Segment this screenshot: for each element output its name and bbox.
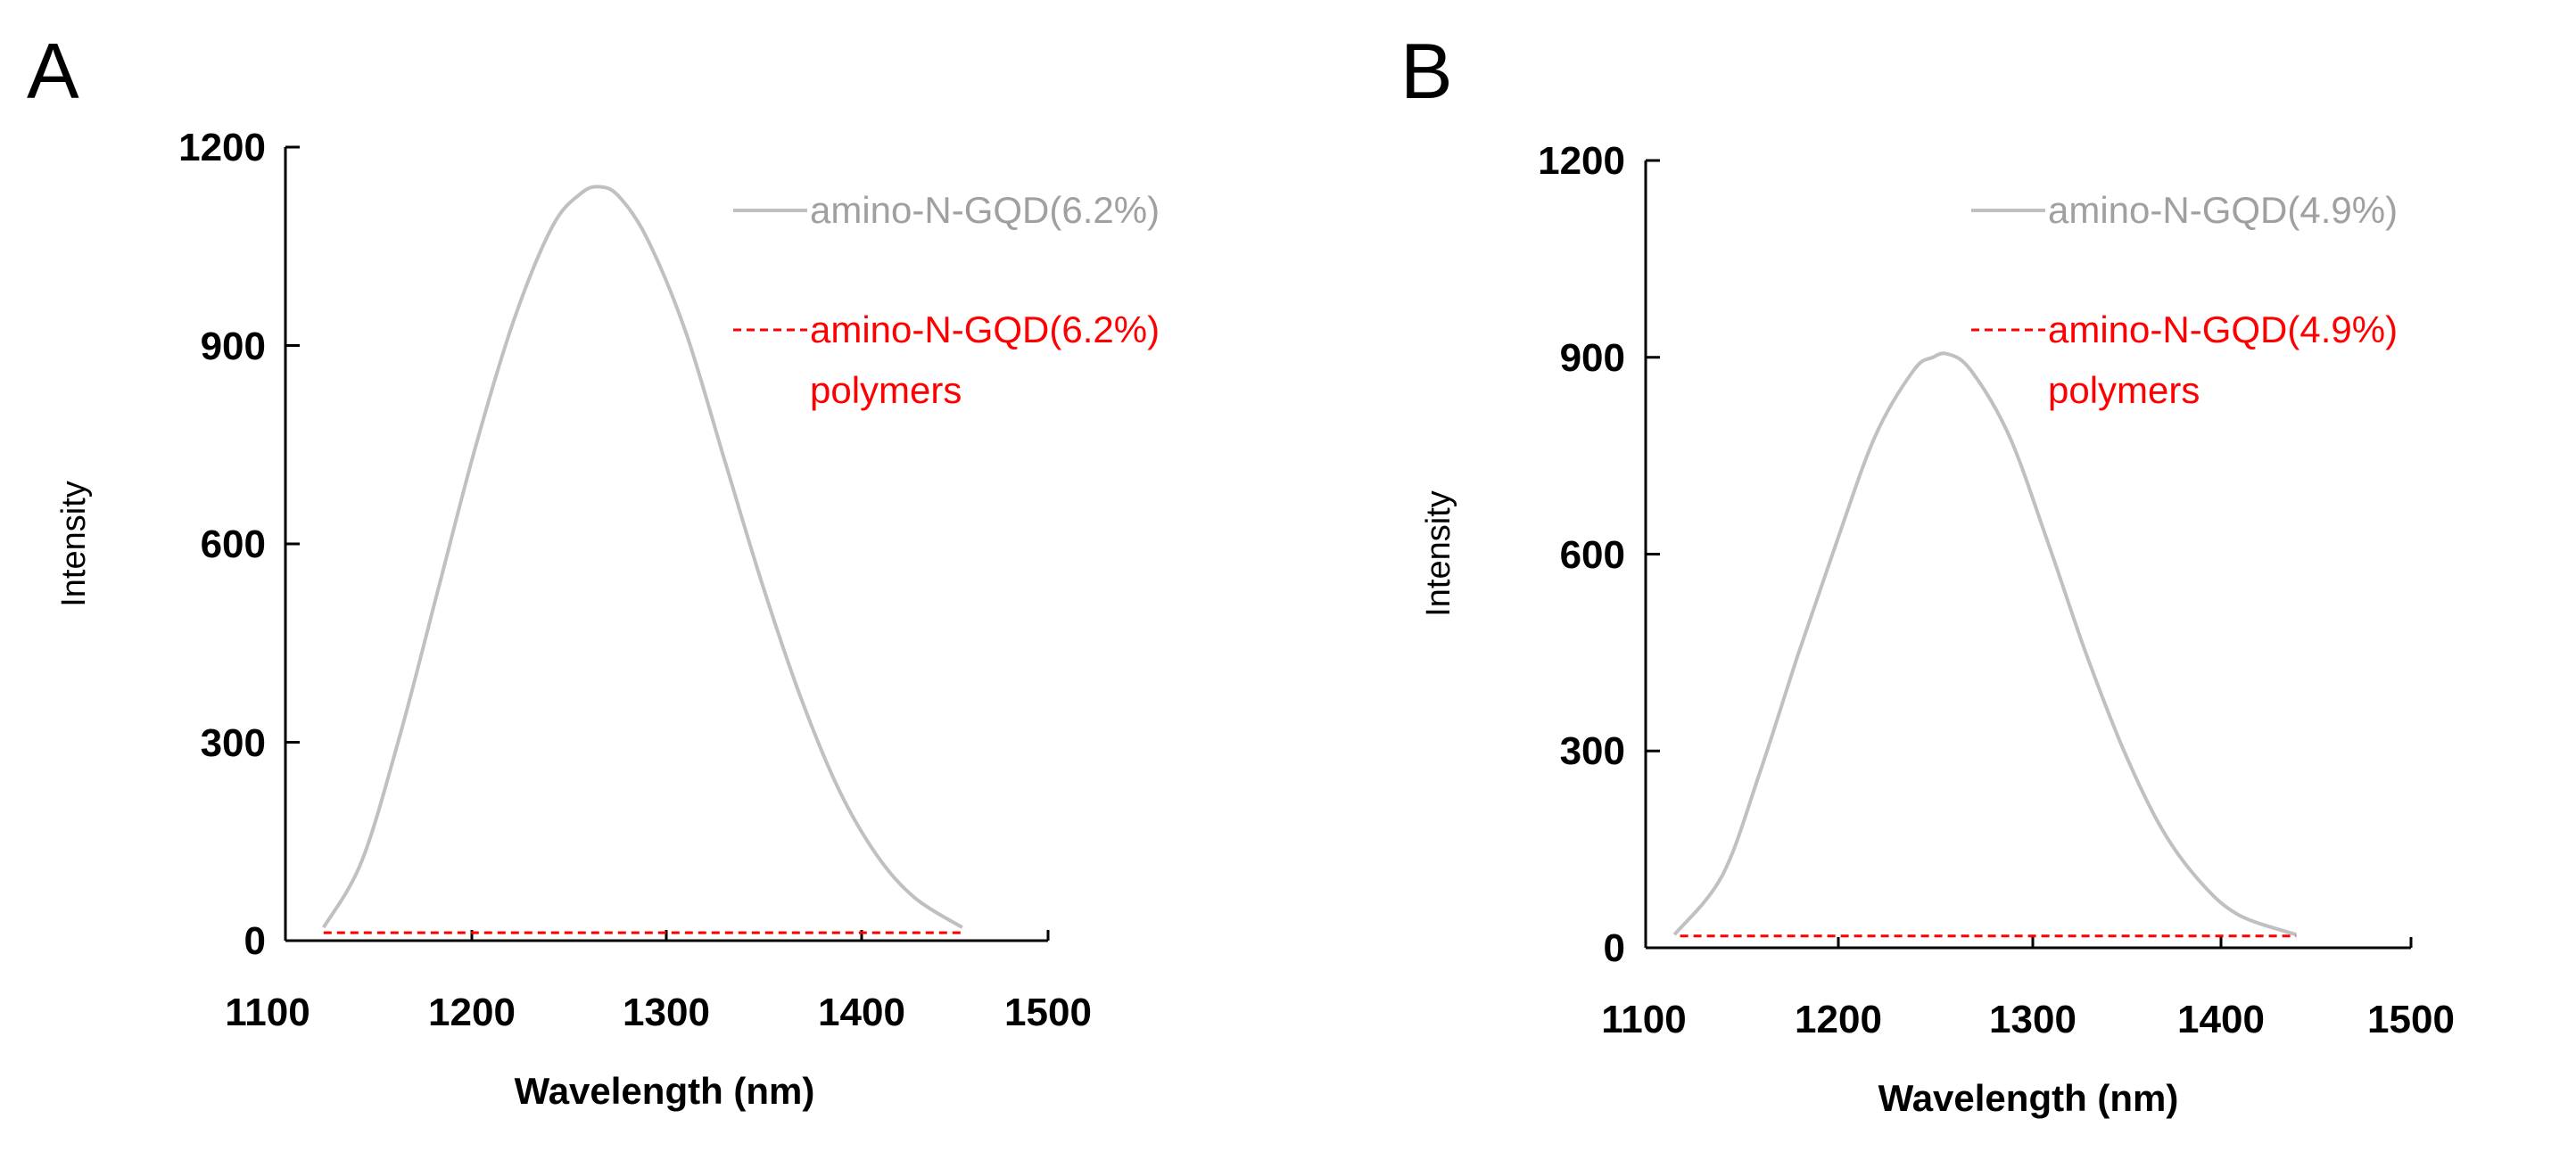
panel-b: B 0 300 600 900 1200 1100 1200 13 [1400, 27, 2455, 1119]
x-tick-label-a-1500: 1500 [1004, 991, 1092, 1034]
legend-label-a-polymers-line2: polymers [810, 369, 962, 411]
y-tick-label-b-1200: 1200 [1538, 139, 1625, 183]
y-ticks-a [285, 145, 300, 744]
x-tick-label-b-1300: 1300 [1989, 998, 2076, 1041]
x-tick-label-b-1400: 1400 [2177, 998, 2265, 1041]
y-tick-label-a-300: 300 [201, 721, 266, 765]
x-tick-label-b-1500: 1500 [2367, 998, 2455, 1041]
series-line-b-monomer [1672, 351, 2297, 937]
y-axis-title-b: Intensity [1420, 490, 1457, 617]
legend-label-b-polymers-line2: polymers [2048, 369, 2200, 411]
x-tick-label-a-1400: 1400 [818, 991, 905, 1034]
x-tick-labels-b: 1100 1200 1300 1400 1500 [1601, 998, 2455, 1041]
x-tick-label-a-1300: 1300 [623, 991, 710, 1034]
x-axis-title-b: Wavelength (nm) [1878, 1077, 2179, 1119]
series-line-a-monomer [322, 185, 963, 929]
legend-a: amino-N-GQD(6.2%) amino-N-GQD(6.2%) poly… [733, 189, 1160, 411]
legend-b: amino-N-GQD(4.9%) amino-N-GQD(4.9%) poly… [1971, 189, 2398, 411]
x-tick-label-a-1200: 1200 [428, 991, 516, 1034]
x-tick-labels-a: 1100 1200 1300 1400 1500 [225, 991, 1092, 1034]
y-tick-label-a-900: 900 [201, 325, 266, 368]
x-tick-label-b-1200: 1200 [1795, 998, 1882, 1041]
y-tick-labels-a: 0 300 600 900 1200 [178, 126, 266, 963]
x-axis-title-a: Wavelength (nm) [515, 1070, 815, 1112]
x-tick-label-b-1100: 1100 [1601, 998, 1686, 1041]
legend-label-a-monomer: amino-N-GQD(6.2%) [810, 189, 1160, 231]
y-tick-label-a-1200: 1200 [178, 126, 266, 169]
legend-label-b-polymers-line1: amino-N-GQD(4.9%) [2048, 308, 2398, 350]
y-tick-label-a-0: 0 [244, 919, 266, 963]
y-tick-label-a-600: 600 [201, 522, 266, 566]
panel-letter-b: B [1400, 27, 1453, 115]
panel-letter-a: A [27, 27, 79, 115]
y-axis-title-a: Intensity [55, 481, 93, 607]
y-tick-label-b-300: 300 [1560, 729, 1625, 773]
y-tick-label-b-600: 600 [1560, 533, 1625, 577]
x-tick-label-a-1100: 1100 [225, 991, 310, 1034]
panel-a: A 0 300 600 900 1200 1100 1200 13 [27, 27, 1160, 1112]
legend-label-b-monomer: amino-N-GQD(4.9%) [2048, 189, 2398, 231]
y-tick-labels-b: 0 300 600 900 1200 [1538, 139, 1625, 970]
y-ticks-b [1646, 159, 1660, 753]
y-tick-label-b-0: 0 [1604, 926, 1625, 970]
legend-label-a-polymers-line1: amino-N-GQD(6.2%) [810, 308, 1160, 350]
x-ticks-b [1837, 937, 2413, 948]
y-tick-label-b-900: 900 [1560, 336, 1625, 380]
